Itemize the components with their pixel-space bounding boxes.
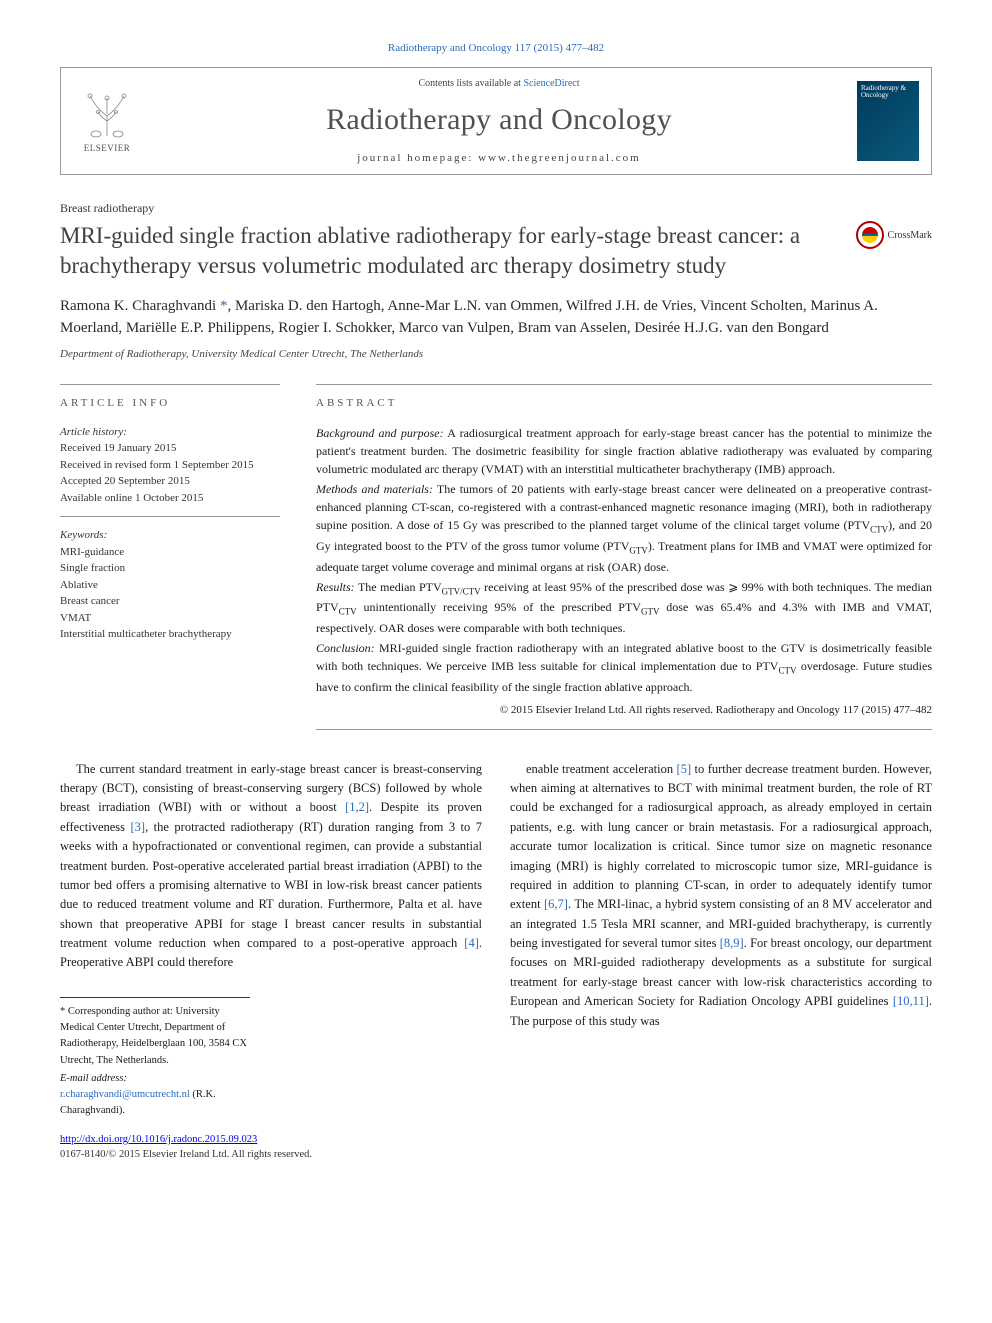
journal-homepage: journal homepage: www.thegreenjournal.co…: [141, 150, 857, 167]
title-row: MRI-guided single fraction ablative radi…: [60, 221, 932, 281]
abs-results-text: The median PTVGTV/CTV receiving at least…: [316, 580, 932, 636]
history-item: Received in revised form 1 September 201…: [60, 457, 280, 474]
keyword-item: VMAT: [60, 610, 280, 627]
affiliation: Department of Radiotherapy, University M…: [60, 346, 932, 363]
keyword-item: Single fraction: [60, 560, 280, 577]
abstract-column: abstract Background and purpose: A radio…: [316, 384, 932, 729]
sciencedirect-link[interactable]: ScienceDirect: [523, 78, 579, 89]
keyword-item: Ablative: [60, 577, 280, 594]
email-label: E-mail address:: [60, 1073, 127, 1084]
homepage-prefix: journal homepage:: [357, 152, 478, 164]
abs-results-label: Results:: [316, 580, 355, 594]
abs-methods-label: Methods and materials:: [316, 482, 433, 496]
history-label: Article history:: [60, 424, 280, 441]
history-item: Available online 1 October 2015: [60, 490, 280, 507]
info-abstract-row: article info Article history: Received 1…: [60, 384, 932, 729]
article-section-label: Breast radiotherapy: [60, 199, 932, 217]
article-info-head: article info: [60, 384, 280, 412]
abstract-head: abstract: [316, 384, 932, 412]
abs-concl-label: Conclusion:: [316, 641, 375, 655]
author-list: Ramona K. Charaghvandi *, Mariska D. den…: [60, 295, 932, 340]
contents-prefix: Contents lists available at: [418, 78, 523, 89]
abstract-copyright: © 2015 Elsevier Ireland Ltd. All rights …: [316, 702, 932, 719]
crossmark-label: CrossMark: [888, 228, 932, 243]
elsevier-logo: ELSEVIER: [73, 84, 141, 158]
journal-reference: Radiotherapy and Oncology 117 (2015) 477…: [60, 40, 932, 57]
elsevier-tree-icon: [80, 86, 134, 140]
abs-bg-label: Background and purpose:: [316, 426, 444, 440]
cover-thumb-title: Radiotherapy & Oncology: [861, 85, 915, 100]
doi-url[interactable]: http://dx.doi.org/10.1016/j.radonc.2015.…: [60, 1134, 257, 1145]
body-columns: The current standard treatment in early-…: [60, 760, 932, 1122]
journal-cover-thumbnail: Radiotherapy & Oncology: [857, 81, 919, 161]
article-title: MRI-guided single fraction ablative radi…: [60, 221, 840, 281]
journal-banner: ELSEVIER Contents lists available at Sci…: [60, 67, 932, 176]
body-right-column: enable treatment acceleration [5] to fur…: [510, 760, 932, 1122]
history-block: Article history: Received 19 January 201…: [60, 424, 280, 518]
journal-name: Radiotherapy and Oncology: [141, 97, 857, 142]
corresponding-email-link[interactable]: r.charaghvandi@umcutrecht.nl: [60, 1089, 190, 1100]
history-item: Accepted 20 September 2015: [60, 473, 280, 490]
homepage-url: www.thegreenjournal.com: [478, 152, 641, 164]
footnotes: * Corresponding author at: University Me…: [60, 997, 250, 1120]
doi-link[interactable]: http://dx.doi.org/10.1016/j.radonc.2015.…: [60, 1132, 932, 1148]
contents-available: Contents lists available at ScienceDirec…: [141, 76, 857, 91]
keywords-label: Keywords:: [60, 527, 280, 544]
article-info-column: article info Article history: Received 1…: [60, 384, 280, 729]
elsevier-logo-text: ELSEVIER: [84, 142, 131, 156]
banner-center: Contents lists available at ScienceDirec…: [141, 76, 857, 167]
corresponding-author-footnote: * Corresponding author at: University Me…: [60, 1004, 250, 1069]
crossmark-badge[interactable]: CrossMark: [856, 221, 932, 249]
email-footnote: E-mail address: r.charaghvandi@umcutrech…: [60, 1071, 250, 1120]
crossmark-icon: [856, 221, 884, 249]
keyword-item: Interstitial multicatheter brachytherapy: [60, 626, 280, 643]
keyword-item: MRI-guidance: [60, 544, 280, 561]
abstract-text: Background and purpose: A radiosurgical …: [316, 424, 932, 719]
abs-concl-text: MRI-guided single fraction radiotherapy …: [316, 641, 932, 694]
keyword-item: Breast cancer: [60, 593, 280, 610]
body-left-column: The current standard treatment in early-…: [60, 760, 482, 1122]
issn-rights: 0167-8140/© 2015 Elsevier Ireland Ltd. A…: [60, 1147, 932, 1163]
history-item: Received 19 January 2015: [60, 440, 280, 457]
